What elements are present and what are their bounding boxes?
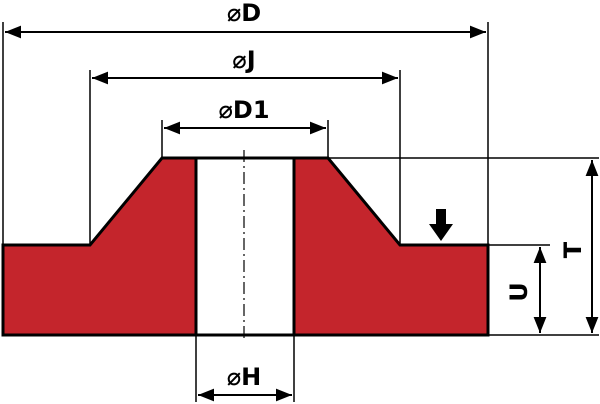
label-d1: ⌀D1: [218, 96, 269, 124]
label-h: ⌀H: [227, 363, 262, 391]
label-t: T: [559, 241, 587, 258]
label-d: ⌀D: [227, 0, 261, 27]
wheel-left: [1, 156, 198, 337]
label-j: ⌀J: [232, 46, 255, 74]
wheel-right: [292, 156, 490, 337]
label-u: U: [505, 282, 533, 302]
face-arrow: [429, 209, 453, 241]
